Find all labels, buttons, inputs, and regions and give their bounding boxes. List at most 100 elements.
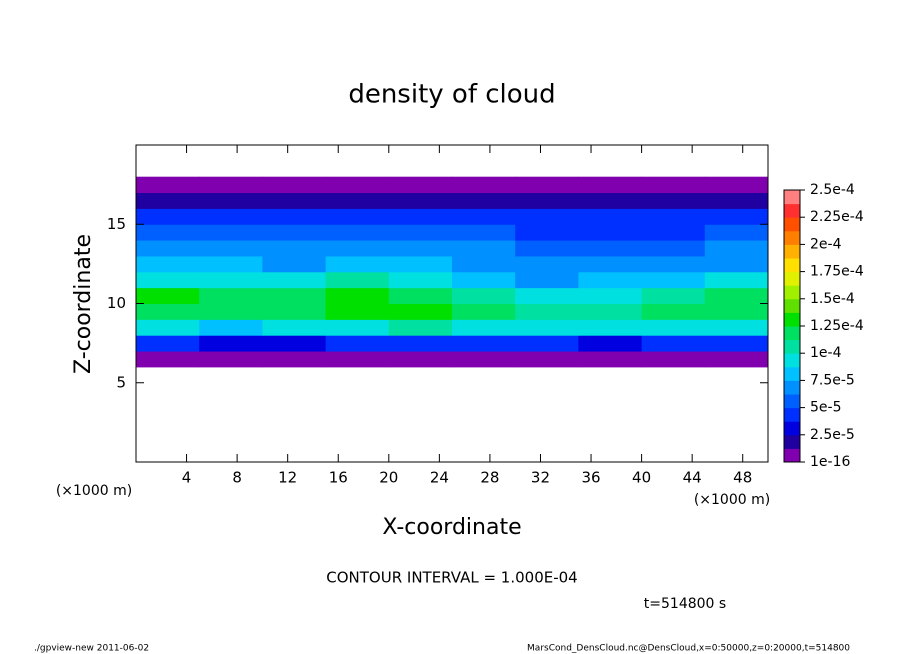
field-cell [578, 335, 643, 352]
field-cell [452, 303, 516, 320]
field-cell [641, 224, 706, 241]
field-cell [515, 240, 579, 257]
x-tick-label: 24 [430, 469, 449, 487]
field-cell [199, 303, 263, 320]
colorbar-swatch [784, 312, 800, 327]
field-cell [388, 335, 453, 352]
field-cell [515, 303, 579, 320]
colorbar-tick-label: 5e-5 [810, 400, 841, 416]
field-cell [704, 240, 769, 257]
x-tick-label: 28 [480, 469, 499, 487]
colorbar-swatch [784, 190, 800, 205]
colorbar-swatch [784, 326, 800, 341]
footer-right: MarsCond_DensCloud.nc@DensCloud,x=0:5000… [527, 644, 850, 654]
field-cell [578, 271, 643, 289]
field-cell [388, 176, 453, 194]
colorbar-tick-label: 1.5e-4 [810, 291, 855, 307]
colorbar-swatch [784, 366, 800, 381]
field-cell [641, 240, 706, 257]
field-cell [515, 208, 579, 225]
field-cell [704, 255, 769, 273]
field-cell [262, 319, 327, 336]
colorbar-tick-label: 2.5e-5 [810, 427, 855, 443]
colorbar-swatch [784, 407, 800, 422]
field-cell [452, 287, 516, 304]
x-tick-label: 40 [632, 469, 651, 487]
colorbar-tick-label: 7.5e-5 [810, 372, 855, 388]
annotation: CONTOUR INTERVAL = 1.000E-04 [326, 569, 577, 587]
field-cell [388, 192, 453, 209]
colorbar-swatch [784, 421, 800, 436]
field-cell [325, 192, 390, 209]
x-tick-label: 36 [581, 469, 600, 487]
field-cell [641, 303, 706, 320]
field-cell [199, 351, 263, 368]
field-cell [578, 287, 643, 304]
colorbar-swatch [784, 380, 800, 395]
field-cell [578, 255, 643, 273]
x-tick-label: 48 [733, 469, 752, 487]
field-cell [515, 287, 579, 304]
field-cell [325, 240, 390, 257]
field-cell [325, 271, 390, 289]
field-cell [262, 208, 327, 225]
field-cell [641, 351, 706, 368]
field-cell [452, 335, 516, 352]
colorbar-tick-label: 1.25e-4 [810, 318, 864, 334]
field-cell [578, 208, 643, 225]
field-cell [515, 351, 579, 368]
colorbar-swatch [784, 298, 800, 313]
field-cell [578, 192, 643, 209]
colorbar-swatch [784, 271, 800, 286]
field-cell [136, 224, 200, 241]
field-cell [199, 255, 263, 273]
field-cell [452, 240, 516, 257]
field-cell [704, 319, 769, 336]
x-unit-label: (×1000 m) [694, 492, 770, 508]
field-cell [578, 351, 643, 368]
colorbar-swatch [784, 258, 800, 273]
y-axis-label: Z-coordinate [71, 234, 96, 374]
field-cell [136, 271, 200, 289]
colorbar-tick-label: 2.5e-4 [810, 182, 855, 198]
field-cell [325, 303, 390, 320]
field-cell [325, 335, 390, 352]
field-cell [388, 224, 453, 241]
field-cell [452, 255, 516, 273]
field-cell [578, 176, 643, 194]
field-cell [515, 224, 579, 241]
field-cell [325, 351, 390, 368]
field-cell [641, 335, 706, 352]
field-cell [325, 319, 390, 336]
x-tick-label: 16 [329, 469, 348, 487]
field-cell [325, 287, 390, 304]
field-cell [515, 335, 579, 352]
field-cell [704, 208, 769, 225]
field-cell [136, 319, 200, 336]
field-cell [262, 192, 327, 209]
field-cell [578, 319, 643, 336]
field-cell [704, 224, 769, 241]
field-cell [704, 192, 769, 209]
field-cell [515, 271, 579, 289]
colorbar-swatch [784, 217, 800, 232]
y-tick-label: 5 [116, 373, 126, 391]
x-unit-label: (×1000 m) [56, 483, 132, 499]
colorbar-tick-label: 1e-4 [810, 345, 842, 361]
field-cell [452, 192, 516, 209]
field-cell [641, 192, 706, 209]
field-cell [262, 176, 327, 194]
colorbar-swatch [784, 394, 800, 409]
field-cell [136, 287, 200, 304]
field-cell [452, 351, 516, 368]
colorbar-tick-label: 2e-4 [810, 236, 842, 252]
field-cell [388, 255, 453, 273]
field-cell [515, 176, 579, 194]
field-cell [641, 176, 706, 194]
field-cell [388, 240, 453, 257]
colorbar-swatch [784, 244, 800, 259]
field-cell [262, 255, 327, 273]
field-cell [262, 287, 327, 304]
field-cell [199, 271, 263, 289]
field-cell [515, 192, 579, 209]
